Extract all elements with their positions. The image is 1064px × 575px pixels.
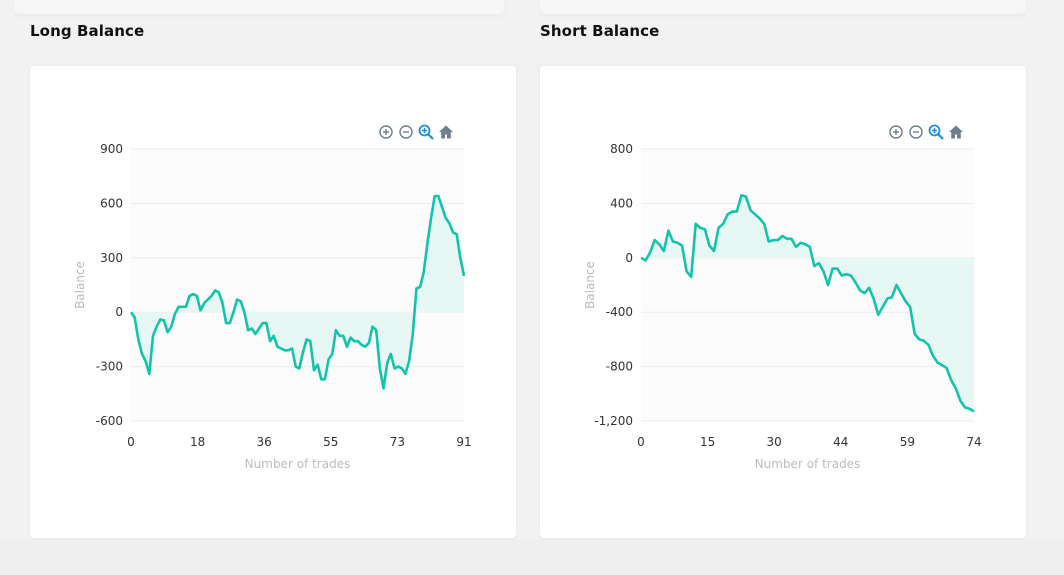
x-tick-label: 30 bbox=[767, 435, 782, 449]
y-axis-label: Balance bbox=[583, 261, 597, 309]
short-balance-title: Short Balance bbox=[540, 22, 660, 40]
y-tick-label: 600 bbox=[100, 196, 123, 210]
y-tick-label: 400 bbox=[610, 196, 633, 210]
chart-toolbar bbox=[888, 124, 964, 140]
home-icon[interactable] bbox=[438, 124, 454, 140]
short-balance-card: 800 400 0 -400 -800 -1,200 0 15 30 44 59 74 Number o… bbox=[540, 66, 1026, 538]
y-axis-label: Balance bbox=[73, 261, 87, 309]
x-tick-label: 59 bbox=[900, 435, 915, 449]
x-tick-label: 15 bbox=[700, 435, 715, 449]
x-tick-label: 44 bbox=[833, 435, 848, 449]
y-tick-label: 0 bbox=[625, 251, 633, 265]
x-tick-label: 55 bbox=[323, 435, 338, 449]
x-tick-label: 91 bbox=[456, 435, 471, 449]
x-tick-label: 74 bbox=[966, 435, 981, 449]
y-tick-label: -300 bbox=[96, 360, 123, 374]
y-tick-label: -1,200 bbox=[594, 414, 633, 428]
long-balance-title: Long Balance bbox=[30, 22, 145, 40]
zoom-selection-icon[interactable] bbox=[418, 124, 434, 140]
zoom-selection-icon[interactable] bbox=[928, 124, 944, 140]
balance-area bbox=[641, 195, 974, 412]
bottom-strip bbox=[0, 540, 1064, 575]
x-axis-label: Number of trades bbox=[245, 457, 351, 471]
y-tick-label: -400 bbox=[606, 305, 633, 319]
balance-line bbox=[640, 193, 975, 413]
balance-area bbox=[131, 196, 464, 389]
y-tick-label: 900 bbox=[100, 142, 123, 156]
zoom-out-icon[interactable] bbox=[398, 124, 414, 140]
long-balance-card: 900 600 300 0 -300 -600 0 18 36 55 73 91 Number of t… bbox=[30, 66, 516, 538]
y-tick-label: 800 bbox=[610, 142, 633, 156]
x-tick-label: 18 bbox=[190, 435, 205, 449]
zoom-in-icon[interactable] bbox=[888, 124, 904, 140]
y-tick-label: -600 bbox=[96, 414, 123, 428]
zoom-out-icon[interactable] bbox=[908, 124, 924, 140]
y-tick-label: 0 bbox=[115, 305, 123, 319]
top-strip-right bbox=[540, 0, 1026, 14]
chart-toolbar bbox=[378, 124, 454, 140]
plot-area bbox=[131, 149, 464, 421]
x-tick-label: 0 bbox=[127, 435, 135, 449]
short-balance-chart: 800 400 0 -400 -800 -1,200 0 15 30 44 59 74 Number o… bbox=[583, 142, 982, 471]
x-axis-label: Number of trades bbox=[755, 457, 861, 471]
zoom-in-icon[interactable] bbox=[378, 124, 394, 140]
top-strip-left bbox=[14, 0, 504, 14]
y-tick-label: -800 bbox=[606, 360, 633, 374]
x-tick-label: 73 bbox=[390, 435, 405, 449]
y-tick-label: 300 bbox=[100, 251, 123, 265]
long-balance-chart: 900 600 300 0 -300 -600 0 18 36 55 73 91 Number of t… bbox=[73, 142, 472, 471]
balance-line bbox=[129, 194, 466, 390]
x-tick-label: 0 bbox=[637, 435, 645, 449]
x-tick-label: 36 bbox=[257, 435, 272, 449]
home-icon[interactable] bbox=[948, 124, 964, 140]
